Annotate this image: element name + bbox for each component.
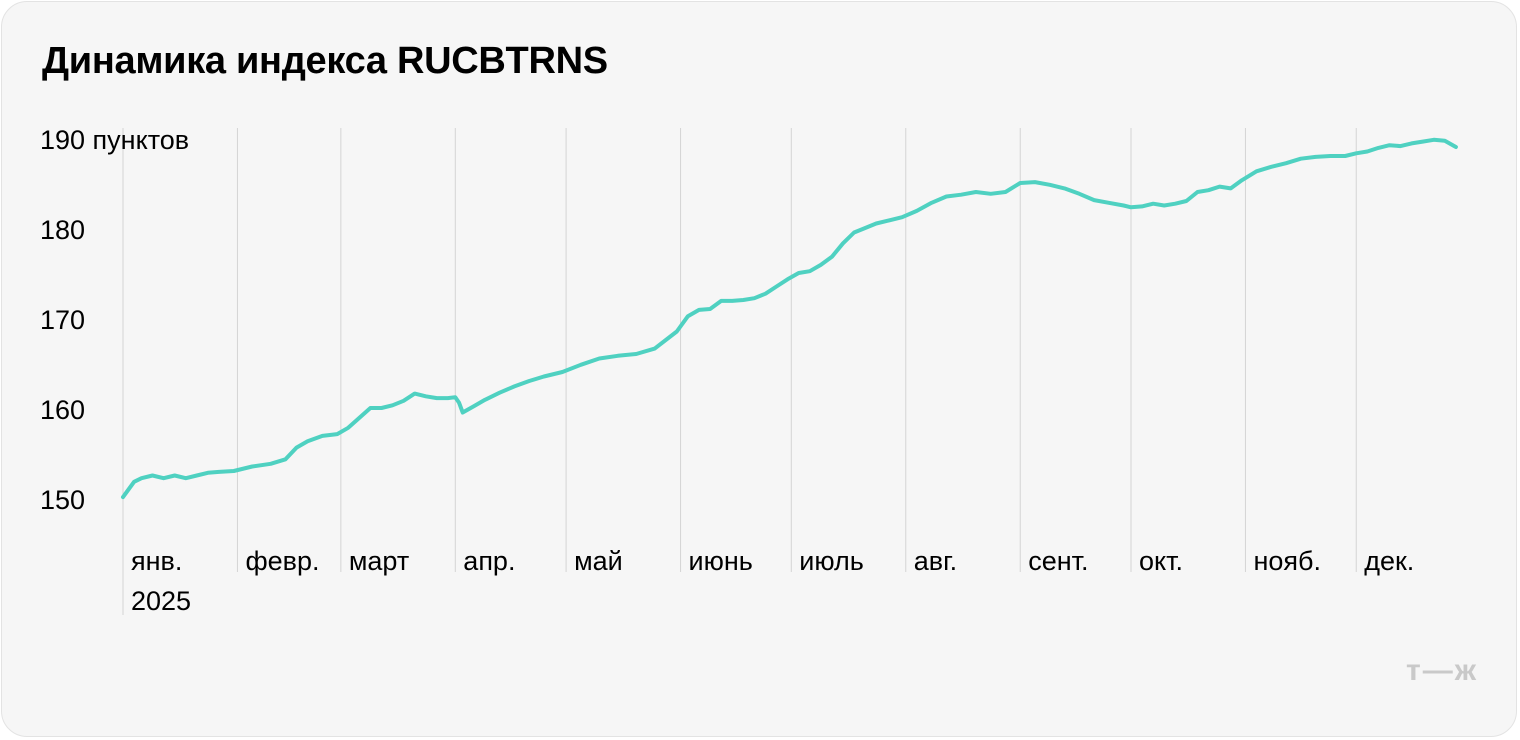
x-tick-label: март [349, 546, 409, 576]
y-tick-label: 170 [40, 305, 85, 335]
x-tick-label: апр. [463, 546, 515, 576]
x-tick-label: май [574, 546, 623, 576]
x-tick-label: февр. [245, 546, 319, 576]
x-tick-label: июнь [689, 546, 753, 576]
y-tick-label: 190 пунктов [40, 125, 189, 155]
x-axis: янв. февр. март апр. май июнь июль авг. сент. окт… [131, 546, 1414, 616]
gridlines [122, 128, 1357, 615]
brand-watermark: т—ж [1406, 654, 1478, 687]
chart-title: Динамика индекса RUCBTRNS [42, 40, 608, 82]
y-axis: 190 пунктов 180 170 160 150 [40, 125, 189, 515]
x-tick-label: авг. [914, 546, 957, 576]
x-tick-year: 2025 [131, 586, 191, 616]
x-tick-label: дек. [1364, 546, 1414, 576]
x-tick-label: сент. [1028, 546, 1088, 576]
y-tick-label: 150 [40, 485, 85, 515]
x-tick-label: янв. [131, 546, 182, 576]
y-tick-label: 180 [40, 215, 85, 245]
x-tick-label: нояб. [1253, 546, 1321, 576]
series-line [121, 137, 1458, 500]
y-tick-label: 160 [40, 395, 85, 425]
x-tick-label: июль [799, 546, 864, 576]
x-tick-label: окт. [1139, 546, 1183, 576]
series-group [121, 137, 1458, 500]
